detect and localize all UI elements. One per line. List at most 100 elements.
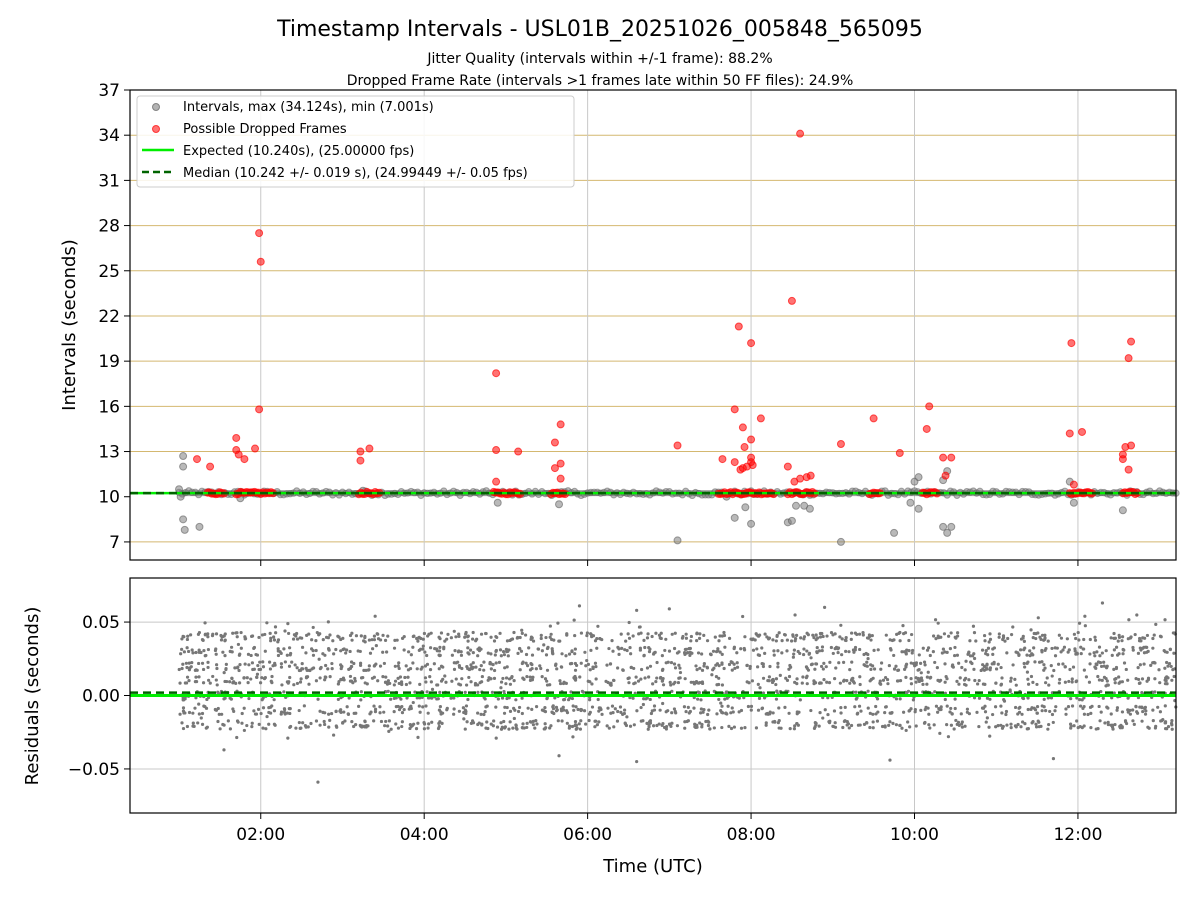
residual-point [694,680,699,684]
residual-point [304,666,308,671]
residual-point [711,668,715,672]
intervals-y-tick-label: 34 [98,126,120,146]
residual-point [637,625,642,629]
residual-point [196,632,201,636]
residual-point [480,674,484,679]
residual-point [257,667,261,672]
residual-point [659,636,663,641]
residual-point [1153,726,1158,730]
residual-point [261,660,265,664]
residual-point [684,636,689,640]
residual-point [1093,638,1098,642]
residual-point [696,697,700,701]
residual-point [340,664,344,669]
residual-point [191,711,195,715]
residual-point [1078,704,1083,708]
residual-point [813,667,817,671]
residual-point [562,680,566,684]
residual-point [720,704,724,708]
residual-point [249,653,253,658]
residual-point [530,707,534,711]
residual-point [1098,654,1102,658]
residual-point [907,649,911,653]
residual-point [199,716,203,720]
residual-point [438,705,442,709]
residual-point [937,679,942,683]
residual-point [543,706,547,710]
residual-point [1168,647,1172,652]
residual-point [478,681,482,685]
residual-point [594,719,598,723]
residual-point [718,634,722,638]
residual-point [546,645,550,649]
residual-point [484,631,488,636]
residual-point [774,697,779,701]
residual-point [238,652,242,656]
residual-point [489,722,493,726]
residual-point [1005,651,1009,655]
residual-point [1120,639,1124,643]
legend-label-dropped: Possible Dropped Frames [183,122,347,137]
residual-point [193,679,197,684]
residual-point [908,708,912,713]
residual-point [404,682,409,687]
residual-point [328,633,332,637]
residual-point [717,697,721,702]
residual-point [468,648,473,652]
residual-point [368,651,373,655]
residual-point [203,654,207,658]
residual-point [1013,705,1018,710]
residual-point [943,697,947,702]
residual-point [364,725,368,729]
residual-point [855,632,859,637]
residual-point [984,649,988,653]
residual-point [953,645,957,650]
residual-point [817,724,821,728]
residual-point [511,726,515,730]
residual-point [994,667,999,671]
residual-point [927,712,931,716]
residual-point [255,675,259,679]
residual-point [408,705,412,709]
residual-point [362,639,366,643]
residual-point [197,675,201,679]
residual-point [1019,637,1024,641]
residual-point [1143,636,1147,640]
residual-point [869,677,873,682]
residual-point [1070,704,1075,708]
residual-point [421,644,425,648]
residual-point [953,697,957,701]
residual-point [512,630,516,635]
residual-point [793,613,797,617]
residual-point [1143,712,1148,716]
residual-point [326,667,330,671]
residual-point [456,660,460,664]
residual-point [931,649,935,654]
residual-point [536,647,540,651]
residual-point [1080,698,1084,702]
residual-point [607,646,611,651]
residual-point [502,689,506,694]
residual-point [1151,708,1155,712]
residual-point [573,633,577,638]
chart-subtitle-dropped: Dropped Frame Rate (intervals >1 frames … [347,73,854,89]
residual-point [485,720,489,724]
residual-point [1153,677,1157,681]
residual-point [1064,712,1068,716]
residual-point [557,639,561,643]
residual-point [177,667,181,672]
residual-point [833,721,837,725]
residual-point [761,664,765,669]
residual-point [1128,712,1132,716]
residual-point [338,709,342,713]
residual-point [526,706,530,710]
residual-point [510,637,515,641]
residual-point [272,709,277,713]
residual-point [927,723,931,727]
dropped-frame-point [747,435,756,444]
residual-point [787,674,792,679]
interval-point [914,473,923,482]
residual-point [495,635,499,640]
residual-point [570,696,574,701]
residual-point [228,649,233,654]
